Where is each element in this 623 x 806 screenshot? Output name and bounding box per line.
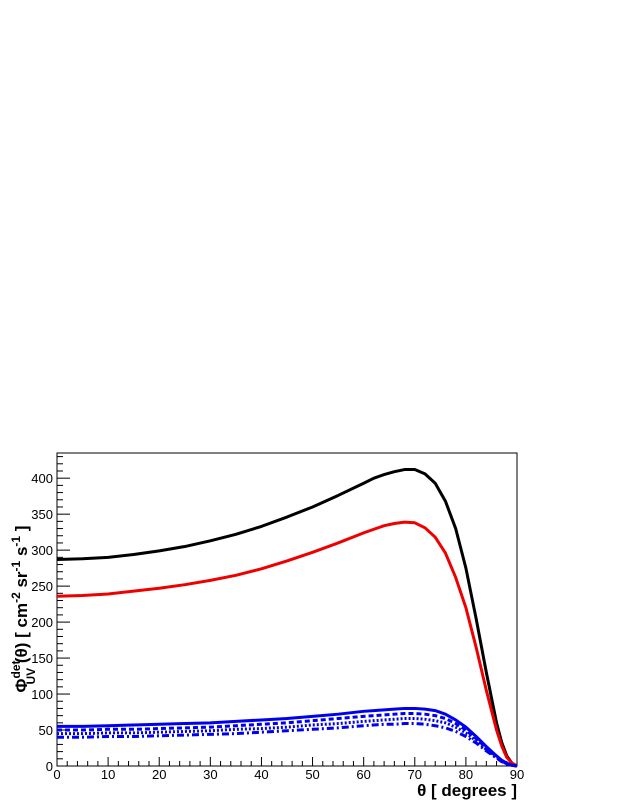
series-line-1 (56, 468, 518, 768)
x-tick-label: 90 (510, 767, 524, 782)
y-axis-title-exp2: -1 (9, 560, 23, 571)
y-tick-label: 150 (31, 651, 53, 666)
x-tick-label: 40 (254, 767, 268, 782)
y-axis-title-exp3: -1 (9, 536, 23, 547)
x-tick-label: 70 (408, 767, 422, 782)
series-line-2 (56, 520, 518, 768)
y-axis-title: ΦdetUV (θ) [ cm-2 sr-1 s-1 ] (9, 526, 38, 693)
y-axis-title-end: ] (12, 526, 31, 536)
x-tick-label: 0 (53, 767, 60, 782)
y-tick-label: 100 (31, 687, 53, 702)
y-axis-ticks: 0 50 100 150 200 250 300 350 400 (31, 456, 70, 774)
y-tick-label: 0 (46, 759, 53, 774)
series-line-6 (57, 722, 518, 768)
y-axis-title-sub: UV (24, 668, 38, 685)
y-axis-title-mid2: sr (12, 571, 31, 592)
y-tick-label: 400 (31, 471, 53, 486)
y-tick-label: 300 (31, 543, 53, 558)
y-tick-label: 350 (31, 507, 53, 522)
x-tick-label: 50 (305, 767, 319, 782)
x-tick-label: 30 (203, 767, 217, 782)
y-axis-title-phi: Φ (12, 678, 31, 692)
y-axis-title-exp1: -2 (9, 592, 23, 603)
x-axis-title: θ [ degrees ] (417, 781, 517, 800)
x-tick-label: 60 (356, 767, 370, 782)
series-line-3 (57, 706, 518, 768)
series-layer (56, 468, 518, 768)
x-axis-ticks: 0 10 20 30 40 50 60 70 80 90 (53, 757, 524, 782)
y-axis-title-sup: det (9, 661, 23, 679)
y-tick-label: 250 (31, 579, 53, 594)
series-line-4 (57, 711, 518, 768)
x-tick-label: 80 (459, 767, 473, 782)
y-tick-label: 200 (31, 615, 53, 630)
y-tick-label: 50 (39, 723, 53, 738)
y-axis-title-mid: (θ) [ cm (12, 603, 31, 668)
plot-frame (56, 452, 518, 767)
y-axis-title-mid3: s (12, 547, 31, 561)
x-tick-label: 10 (101, 767, 115, 782)
x-tick-label: 20 (152, 767, 166, 782)
